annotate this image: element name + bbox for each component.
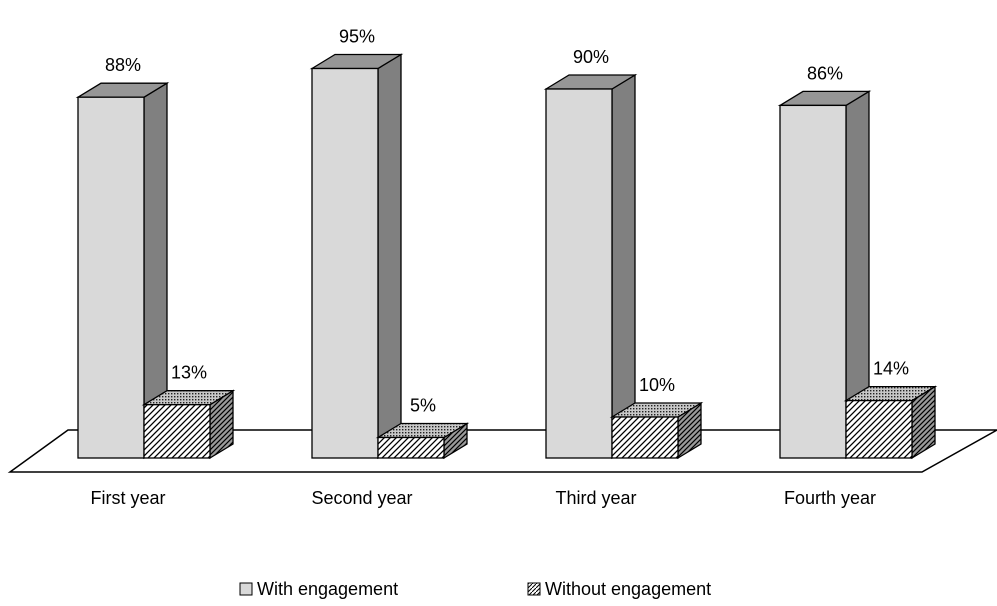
bar-front-face xyxy=(779,104,847,459)
bar-front-face xyxy=(545,88,613,459)
data-label: 88% xyxy=(105,55,141,75)
data-label: 10% xyxy=(639,375,675,395)
data-label: 95% xyxy=(339,27,375,47)
bar-with-engagement-2 xyxy=(309,53,404,460)
legend-label-with-engagement: With engagement xyxy=(257,579,398,599)
legend-swatch-with-engagement xyxy=(239,582,253,596)
category-label: First year xyxy=(90,488,165,508)
legend: With engagement Without engagement xyxy=(239,579,711,599)
bar-side-face xyxy=(611,73,636,460)
bar-without-engagement-3 xyxy=(609,401,704,460)
category-label: Second year xyxy=(311,488,412,508)
legend-swatch-without-engagement xyxy=(527,582,541,596)
data-label: 86% xyxy=(807,63,843,83)
bar-without-engagement-2 xyxy=(375,422,470,460)
bar-with-engagement-3 xyxy=(543,73,638,460)
category-label: Third year xyxy=(555,488,636,508)
bar-without-engagement-1 xyxy=(141,389,236,460)
data-label: 13% xyxy=(171,363,207,383)
bar-front-face xyxy=(611,416,679,459)
bar-front-face xyxy=(311,67,379,459)
bar-front-face xyxy=(845,399,913,459)
legend-label-without-engagement: Without engagement xyxy=(545,579,711,599)
chart-floor xyxy=(7,429,997,473)
bar-with-engagement-1 xyxy=(75,82,170,460)
labels-group: 88% 13% First year 95% 5% Second year 90% 10% Th… xyxy=(90,27,909,509)
bar-side-face xyxy=(377,53,402,460)
data-label: 90% xyxy=(573,47,609,67)
category-label: Fourth year xyxy=(784,488,876,508)
bar-front-face xyxy=(143,404,211,459)
bar-with-engagement-4 xyxy=(777,90,872,460)
data-label: 14% xyxy=(873,359,909,379)
bar-front-face xyxy=(77,96,145,459)
bars-group xyxy=(75,53,938,460)
bar-without-engagement-4 xyxy=(843,385,938,460)
bar-front-face xyxy=(377,436,445,459)
data-label: 5% xyxy=(410,396,436,416)
